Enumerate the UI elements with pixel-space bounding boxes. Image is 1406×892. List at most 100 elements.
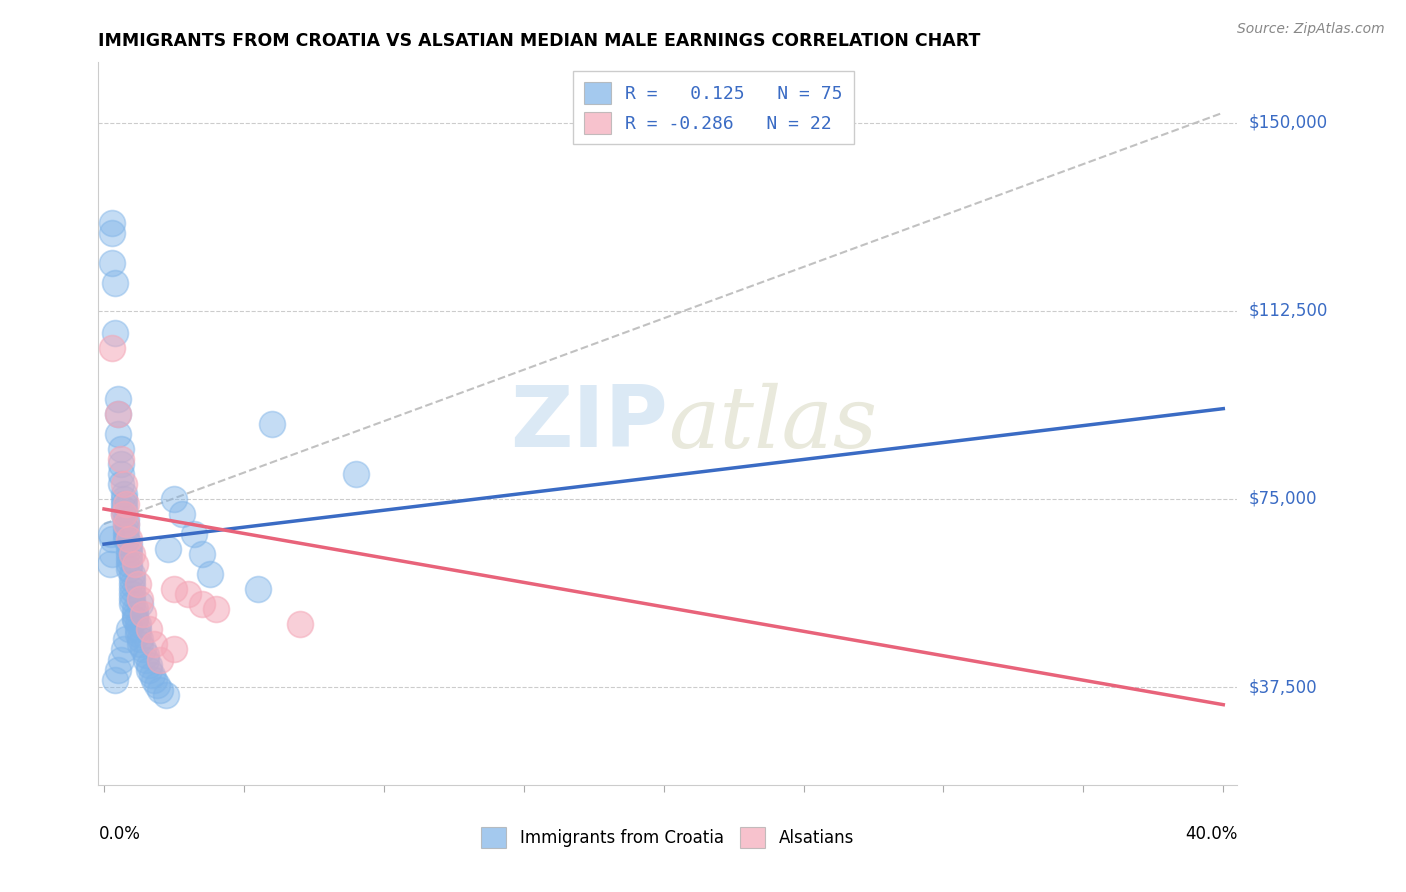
Point <box>138 663 160 677</box>
Point <box>127 623 149 637</box>
Point <box>112 507 135 521</box>
Point <box>112 491 135 506</box>
Point <box>101 547 124 561</box>
Point <box>129 598 152 612</box>
Point <box>112 476 135 491</box>
Point <box>112 642 135 657</box>
Point <box>200 567 222 582</box>
Point <box>110 451 132 466</box>
Point <box>163 642 186 657</box>
Point <box>110 476 132 491</box>
Point <box>155 688 177 702</box>
Point <box>124 602 146 616</box>
Point <box>143 637 166 651</box>
Point <box>124 607 146 622</box>
Point <box>107 407 129 421</box>
Point <box>163 491 186 506</box>
Point <box>101 532 124 546</box>
Point <box>127 577 149 591</box>
Text: IMMIGRANTS FROM CROATIA VS ALSATIAN MEDIAN MALE EARNINGS CORRELATION CHART: IMMIGRANTS FROM CROATIA VS ALSATIAN MEDI… <box>98 32 981 50</box>
Point <box>104 326 127 341</box>
Point <box>115 512 138 526</box>
Point <box>177 587 200 601</box>
Point <box>121 577 143 591</box>
Text: 40.0%: 40.0% <box>1185 825 1237 843</box>
Point <box>138 623 160 637</box>
Point <box>135 652 157 666</box>
Point <box>121 572 143 586</box>
Text: 0.0%: 0.0% <box>98 825 141 843</box>
Point <box>110 652 132 666</box>
Text: atlas: atlas <box>668 383 877 465</box>
Point <box>127 617 149 632</box>
Point <box>115 532 138 546</box>
Text: ZIP: ZIP <box>510 382 668 466</box>
Point <box>163 582 186 597</box>
Point <box>112 487 135 501</box>
Point <box>107 407 129 421</box>
Point <box>100 527 122 541</box>
Point <box>127 627 149 641</box>
Point <box>141 667 163 681</box>
Point <box>118 623 141 637</box>
Point <box>344 467 367 481</box>
Point <box>115 516 138 531</box>
Point <box>191 547 214 561</box>
Point <box>112 507 135 521</box>
Point <box>124 557 146 571</box>
Point <box>101 342 124 356</box>
Point <box>101 226 124 240</box>
Text: $75,000: $75,000 <box>1249 490 1317 508</box>
Point <box>135 648 157 662</box>
Point <box>107 426 129 441</box>
Point <box>143 673 166 687</box>
Point <box>121 587 143 601</box>
Point <box>129 637 152 651</box>
Point <box>124 612 146 626</box>
Point <box>112 502 135 516</box>
Point <box>115 516 138 531</box>
Text: $150,000: $150,000 <box>1249 113 1327 132</box>
Point <box>107 392 129 406</box>
Point <box>191 598 214 612</box>
Legend: Immigrants from Croatia, Alsatians: Immigrants from Croatia, Alsatians <box>474 819 862 856</box>
Point <box>118 552 141 566</box>
Point <box>104 673 127 687</box>
Point <box>138 657 160 672</box>
Point <box>101 256 124 270</box>
Point <box>110 467 132 481</box>
Point <box>118 537 141 551</box>
Point <box>118 547 141 561</box>
Point <box>118 532 141 546</box>
Point <box>157 542 180 557</box>
Point <box>118 557 141 571</box>
Point <box>104 276 127 290</box>
Point <box>129 592 152 607</box>
Point <box>107 663 129 677</box>
Text: Source: ZipAtlas.com: Source: ZipAtlas.com <box>1237 22 1385 37</box>
Point <box>121 582 143 597</box>
Point <box>121 567 143 582</box>
Point <box>112 497 135 511</box>
Point <box>124 612 146 626</box>
Text: $37,500: $37,500 <box>1249 678 1317 696</box>
Point <box>121 598 143 612</box>
Point <box>115 522 138 536</box>
Point <box>260 417 283 431</box>
Point <box>183 527 205 541</box>
Point <box>246 582 269 597</box>
Point <box>172 507 194 521</box>
Point <box>132 642 155 657</box>
Point <box>288 617 311 632</box>
Point <box>101 216 124 230</box>
Point <box>121 547 143 561</box>
Point <box>98 557 121 571</box>
Text: $112,500: $112,500 <box>1249 301 1327 320</box>
Point <box>115 527 138 541</box>
Point <box>118 542 141 557</box>
Point <box>205 602 228 616</box>
Point <box>115 497 138 511</box>
Point <box>115 632 138 647</box>
Point <box>110 442 132 456</box>
Point <box>129 632 152 647</box>
